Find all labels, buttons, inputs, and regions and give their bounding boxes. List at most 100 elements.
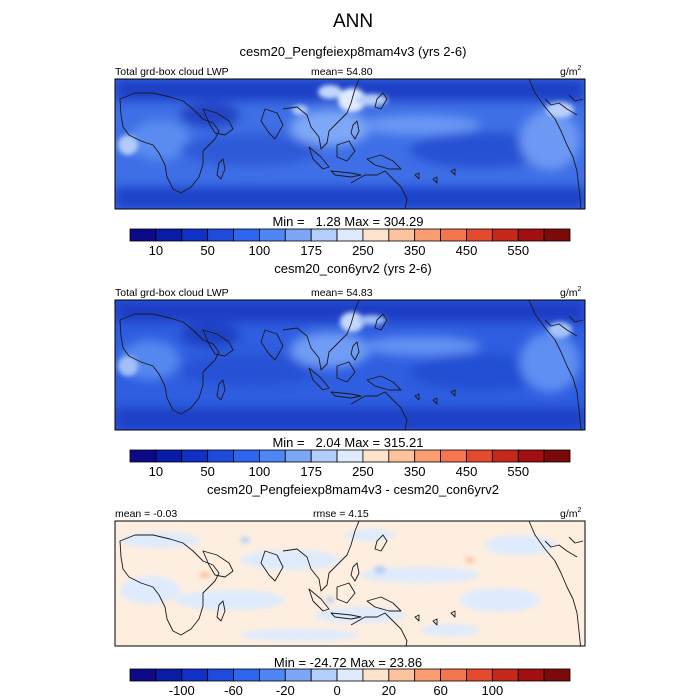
colorbar-tick-label: 250	[352, 464, 374, 479]
colorbar-swatch	[129, 228, 157, 242]
colorbar-swatch	[517, 449, 545, 463]
colorbar-swatch	[310, 668, 338, 682]
colorbar-tick-label: 450	[456, 464, 478, 479]
colorbar-tick-label: 100	[249, 464, 271, 479]
panel-3: cesm20_Pengfeiexp8mam4v3 - cesm20_con6yr…	[114, 482, 586, 698]
colorbar-tick-label: 50	[200, 243, 214, 258]
colorbar-swatch	[362, 668, 390, 682]
panel-1-mean-label: mean= 54.80	[311, 66, 373, 78]
colorbar-swatch	[336, 668, 364, 682]
colorbar-swatch	[362, 449, 390, 463]
colorbar-tick-label: 175	[300, 243, 322, 258]
panel-3-subtitle: cesm20_Pengfeiexp8mam4v3 - cesm20_con6yr…	[207, 482, 499, 497]
colorbar-swatch	[310, 449, 338, 463]
colorbar-tick-label: 250	[352, 243, 374, 258]
panel-1-colorbar: 10 50 100 175 250 350 450 550	[129, 228, 571, 258]
colorbar-swatch	[466, 668, 493, 682]
panel-1-variable-label: Total grd-box cloud LWP	[115, 66, 229, 78]
colorbar-swatch	[181, 668, 209, 682]
colorbar-swatch	[284, 449, 312, 463]
figure-title: ANN	[333, 11, 373, 32]
colorbar-swatch	[181, 449, 209, 463]
colorbar-swatch	[414, 449, 441, 463]
colorbar-swatch	[155, 449, 183, 463]
colorbar-tick-label: 100	[481, 683, 503, 698]
panel-3-map	[115, 521, 585, 646]
colorbar-swatch	[259, 668, 286, 682]
colorbar-swatch	[207, 228, 234, 242]
panel-2: cesm20_con6yrv2 (yrs 2-6) Total grd-box …	[114, 261, 586, 479]
colorbar-swatch	[414, 228, 441, 242]
panel-3-units: g/m2	[560, 507, 582, 520]
colorbar-swatch	[284, 668, 312, 682]
colorbar-swatch	[336, 228, 364, 242]
colorbar-tick-label: 10	[149, 464, 163, 479]
colorbar-tick-label: -100	[169, 683, 195, 698]
colorbar-swatch	[440, 228, 467, 242]
colorbar-swatch	[310, 228, 338, 242]
colorbar-swatch	[491, 668, 519, 682]
panel-1: cesm20_Pengfeiexp8mam4v3 (yrs 2-6) Total…	[114, 44, 586, 258]
colorbar-swatch	[491, 449, 519, 463]
panel-3-rmse-label: rmse = 4.15	[313, 508, 369, 520]
panel-1-subtitle: cesm20_Pengfeiexp8mam4v3 (yrs 2-6)	[240, 44, 467, 59]
panel-2-units: g/m2	[560, 286, 582, 299]
colorbar-swatch	[362, 228, 390, 242]
colorbar-tick-label: 60	[433, 683, 447, 698]
colorbar-swatch	[155, 228, 183, 242]
colorbar-swatch	[284, 228, 312, 242]
panel-1-map	[115, 79, 585, 209]
colorbar-swatch	[466, 449, 493, 463]
panel-2-variable-label: Total grd-box cloud LWP	[115, 287, 229, 299]
colorbar-swatch	[543, 449, 571, 463]
colorbar-tick-label: 175	[300, 464, 322, 479]
colorbar-swatch	[259, 449, 286, 463]
colorbar-tick-label: 550	[507, 243, 529, 258]
colorbar-swatch	[466, 228, 493, 242]
colorbar-swatch	[336, 449, 364, 463]
colorbar-tick-label: -20	[276, 683, 295, 698]
colorbar-tick-label: 550	[507, 464, 529, 479]
colorbar-tick-label: 20	[382, 683, 396, 698]
panel-1-frame	[114, 78, 586, 210]
panel-2-min-max: Min = 2.04 Max = 315.21	[272, 435, 423, 450]
colorbar-swatch	[259, 228, 286, 242]
colorbar-tick-label: -60	[224, 683, 243, 698]
colorbar-swatch	[207, 449, 234, 463]
colorbar-swatch	[388, 449, 416, 463]
colorbar-swatch	[517, 228, 545, 242]
colorbar-swatch	[440, 668, 467, 682]
colorbar-swatch	[543, 668, 571, 682]
colorbar-tick-label: 350	[404, 243, 426, 258]
panel-3-frame	[114, 520, 586, 647]
colorbar-swatch	[155, 668, 183, 682]
colorbar-swatch	[517, 668, 545, 682]
colorbar-swatch	[233, 668, 260, 682]
colorbar-tick-label: 100	[249, 243, 271, 258]
colorbar-tick-label: 350	[404, 464, 426, 479]
colorbar-tick-label: 0	[333, 683, 340, 698]
colorbar-tick-label: 10	[149, 243, 163, 258]
colorbar-swatch	[440, 449, 467, 463]
colorbar-swatch	[129, 449, 157, 463]
panel-2-subtitle: cesm20_con6yrv2 (yrs 2-6)	[274, 261, 432, 276]
colorbar-swatch	[233, 449, 260, 463]
colorbar-swatch	[129, 668, 157, 682]
colorbar-swatch	[207, 668, 234, 682]
panel-1-units: g/m2	[560, 65, 582, 78]
colorbar-swatch	[388, 668, 416, 682]
colorbar-swatch	[181, 228, 209, 242]
panel-3-mean-label: mean = -0.03	[115, 508, 177, 520]
panel-2-frame	[114, 299, 586, 431]
panel-3-min-max: Min = -24.72 Max = 23.86	[274, 655, 422, 670]
colorbar-swatch	[388, 228, 416, 242]
panel-3-colorbar: -100 -60 -20 0 20 60 100	[129, 668, 571, 698]
colorbar-swatch	[414, 668, 441, 682]
panel-2-colorbar: 10 50 100 175 250 350 450 550	[129, 449, 571, 479]
colorbar-swatch	[491, 228, 519, 242]
panel-2-map	[115, 300, 585, 430]
colorbar-swatch	[543, 228, 571, 242]
panel-1-min-max: Min = 1.28 Max = 304.29	[272, 214, 423, 229]
panel-2-mean-label: mean= 54.83	[311, 287, 373, 299]
